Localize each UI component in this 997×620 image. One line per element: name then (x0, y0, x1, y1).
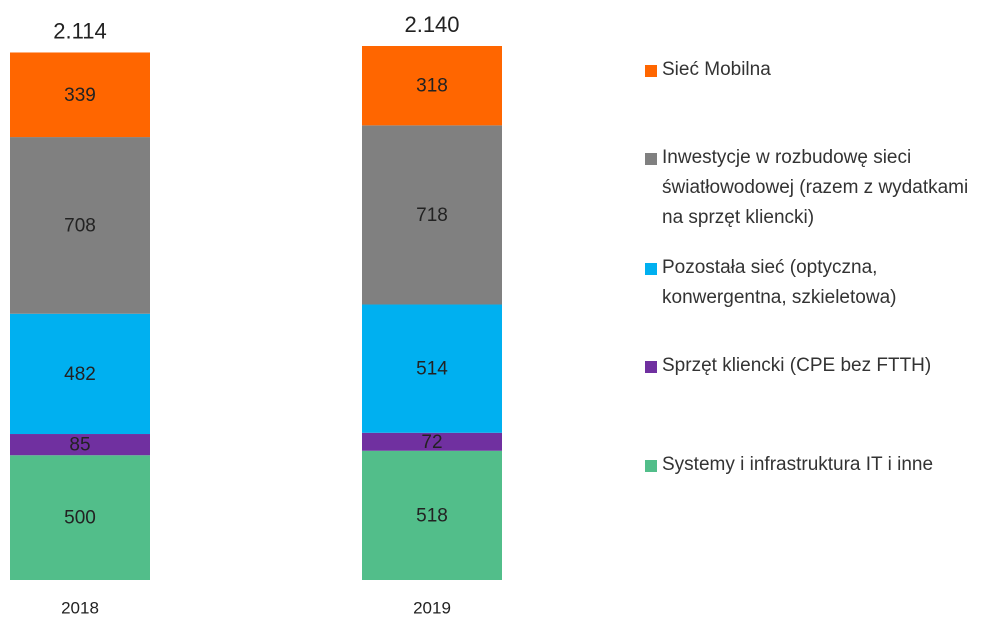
total-label: 2.140 (404, 12, 459, 37)
legend-swatch (645, 153, 657, 165)
legend-label: Sprzęt kliencki (CPE bez FTTH) (662, 355, 932, 376)
data-label: 514 (416, 359, 448, 380)
data-label: 85 (69, 435, 90, 456)
legend-swatch (645, 361, 657, 373)
legend-swatch (645, 65, 657, 77)
x-tick-label: 2018 (61, 598, 99, 617)
bar-segment (10, 52, 150, 138)
bar-segment (362, 46, 502, 126)
bar-segment (362, 125, 502, 305)
bar-segment (10, 434, 150, 456)
data-label: 72 (421, 432, 442, 453)
bar-segment (362, 432, 502, 451)
data-label: 518 (416, 505, 448, 526)
x-tick-label: 2019 (413, 598, 451, 617)
legend-label: Systemy i infrastruktura IT i inne (662, 454, 934, 475)
legend-swatch (645, 263, 657, 275)
data-label: 339 (64, 85, 96, 106)
legend-item: Inwestycje w rozbudowę sieci światłowodo… (645, 143, 985, 233)
data-label: 318 (416, 76, 448, 97)
legend-label: Inwestycje w rozbudowę sieci światłowodo… (662, 147, 969, 228)
data-label: 482 (64, 364, 96, 385)
legend-label: Sieć Mobilna (662, 59, 771, 80)
legend-item: Systemy i infrastruktura IT i inne (645, 450, 985, 480)
legend-swatch (645, 460, 657, 472)
bar-segment (362, 304, 502, 433)
legend-item: Sprzęt kliencki (CPE bez FTTH) (645, 351, 985, 381)
data-label: 718 (416, 205, 448, 226)
legend-item: Pozostała sieć (optyczna, konwergentna, … (645, 253, 985, 313)
legend-item: Sieć Mobilna (645, 55, 985, 85)
bar-segment (10, 313, 150, 435)
bar-segment (362, 450, 502, 580)
data-label: 500 (64, 508, 96, 529)
bar-segment (10, 455, 150, 580)
total-label: 2.114 (53, 18, 106, 43)
legend-label: Pozostała sieć (optyczna, konwergentna, … (662, 257, 897, 308)
bar-segment (10, 137, 150, 314)
data-label: 708 (64, 215, 96, 236)
